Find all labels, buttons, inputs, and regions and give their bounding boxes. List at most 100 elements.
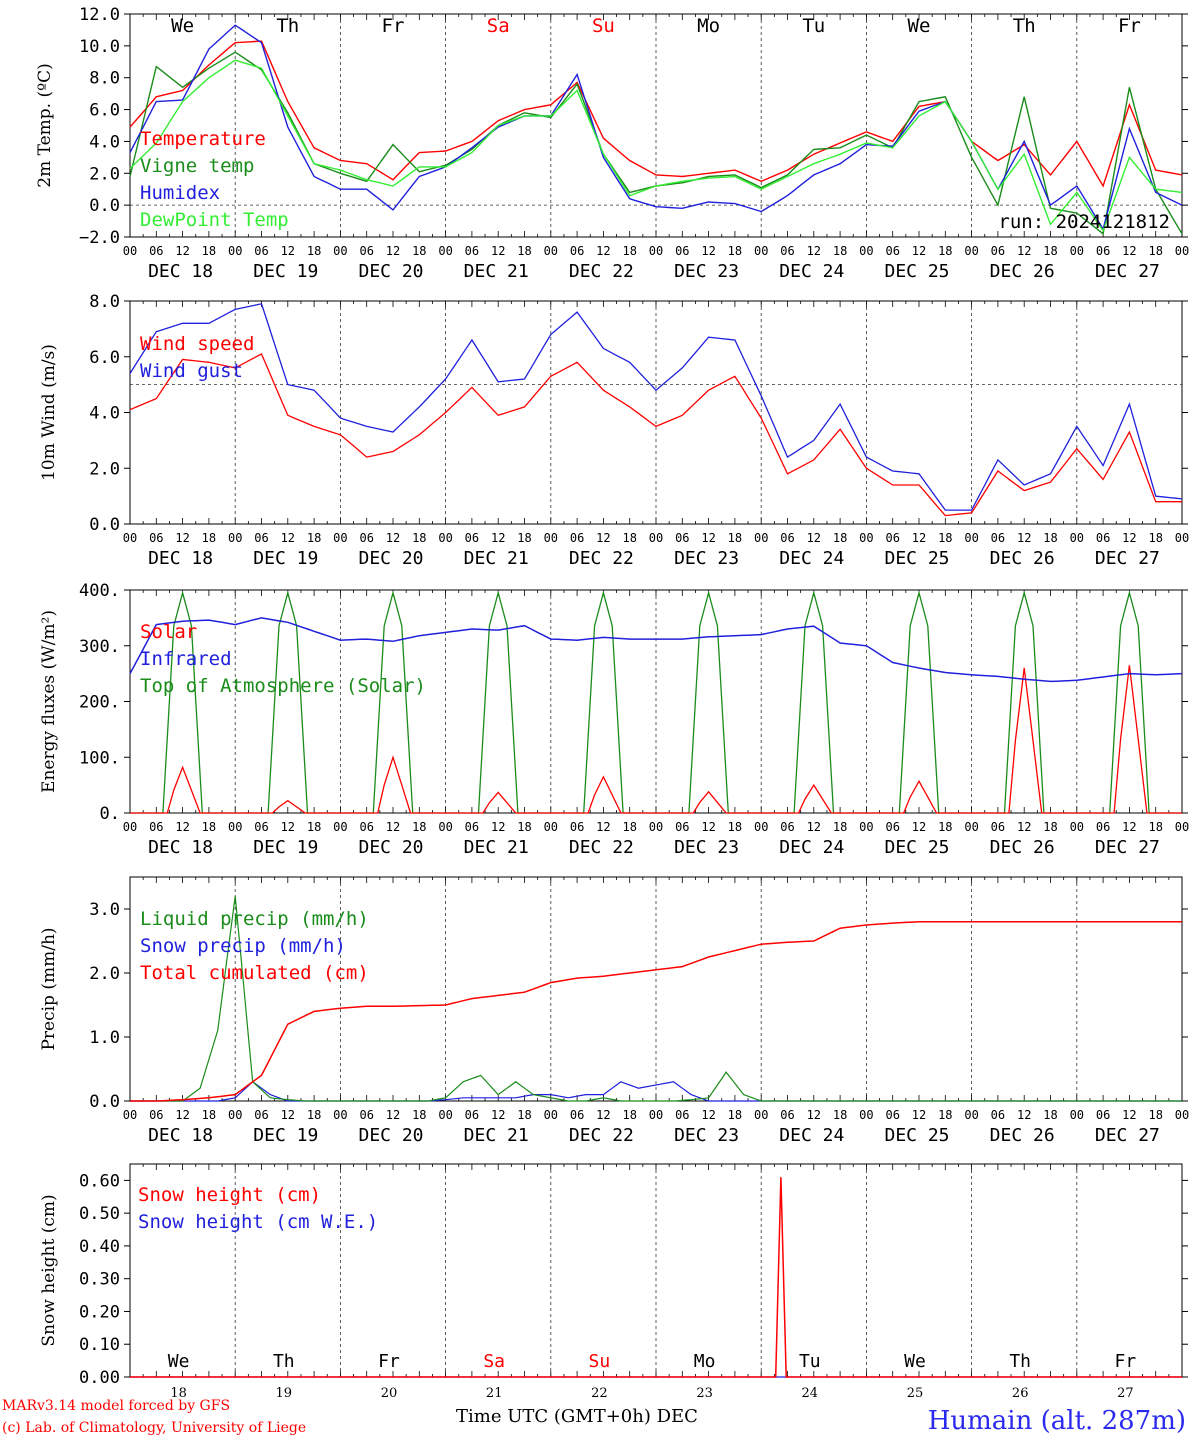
- cumulated-precip-line: [130, 921, 1182, 1102]
- hour-tick-label: 18: [202, 531, 216, 545]
- date-label: DEC 27: [1095, 837, 1160, 858]
- weekday-label: Sa: [483, 1351, 505, 1372]
- date-label: DEC 27: [1095, 261, 1160, 282]
- date-label: DEC 20: [358, 548, 423, 569]
- hour-tick-label: 18: [1148, 820, 1162, 834]
- hour-tick-label: 00: [1070, 244, 1084, 258]
- hour-tick-label: 12: [1017, 1108, 1031, 1122]
- hour-tick-label: 06: [1096, 244, 1110, 258]
- y-tick-label: 12.0: [79, 5, 120, 25]
- hour-tick-label: 06: [465, 531, 479, 545]
- date-label: DEC 20: [358, 1125, 423, 1146]
- hour-tick-label: 06: [359, 244, 373, 258]
- station-name: Humain (alt. 287m): [927, 1406, 1186, 1436]
- y-tick-label: 0.0: [89, 1092, 120, 1112]
- hour-tick-label: 12: [281, 820, 295, 834]
- hour-tick-label: 12: [701, 531, 715, 545]
- hour-tick-label: 06: [149, 820, 163, 834]
- date-label: DEC 23: [674, 261, 739, 282]
- y-tick-label: 0.: [100, 804, 120, 824]
- toa-solar-line: [971, 590, 1077, 814]
- hour-tick-label: 00: [438, 1108, 452, 1122]
- hour-tick-label: 06: [570, 531, 584, 545]
- date-label: DEC 22: [569, 1125, 634, 1146]
- weekday-label: Tu: [799, 1351, 821, 1372]
- hour-tick-label: 18: [307, 244, 321, 258]
- hour-tick-label: 12: [807, 820, 821, 834]
- hour-tick-label: 18: [833, 820, 847, 834]
- hour-tick-label: 06: [675, 244, 689, 258]
- hour-tick-label: 00: [1175, 1108, 1189, 1122]
- hour-tick-label: 06: [149, 1108, 163, 1122]
- hour-tick-label: 12: [175, 1108, 189, 1122]
- hour-tick-label: 00: [754, 244, 768, 258]
- y-tick-label: 4.0: [89, 132, 120, 152]
- y-tick-label: 300.: [79, 637, 120, 657]
- hour-tick-label: 18: [307, 1108, 321, 1122]
- hour-tick-label: 00: [333, 1108, 347, 1122]
- legend-entry: Humidex: [140, 182, 220, 204]
- hour-tick-label: 00: [544, 820, 558, 834]
- hour-tick-label: 00: [754, 1108, 768, 1122]
- date-label: DEC 21: [464, 1125, 529, 1146]
- weekday-label: Fr: [1118, 15, 1141, 37]
- snow-height-line: [130, 1177, 1182, 1378]
- hour-tick-label: 06: [254, 531, 268, 545]
- date-label: DEC 20: [358, 837, 423, 858]
- date-label: DEC 27: [1095, 548, 1160, 569]
- weekday-label: Mo: [694, 1351, 716, 1372]
- date-label: DEC 25: [884, 548, 949, 569]
- hour-tick-label: 06: [465, 820, 479, 834]
- hour-tick-label: 06: [885, 820, 899, 834]
- hour-tick-label: 18: [1043, 244, 1057, 258]
- hour-tick-label: 00: [1175, 531, 1189, 545]
- date-label: DEC 23: [674, 548, 739, 569]
- hour-tick-label: 00: [1175, 820, 1189, 834]
- hour-tick-label: 00: [964, 244, 978, 258]
- liquid-precip-line: [130, 896, 1182, 1102]
- y-tick-label: 2.0: [89, 459, 120, 479]
- hour-tick-label: 12: [807, 244, 821, 258]
- hour-tick-label: 06: [254, 1108, 268, 1122]
- weekday-label: Th: [276, 15, 299, 37]
- day-number-label: 19: [276, 1386, 293, 1401]
- weekday-label: Th: [1009, 1351, 1031, 1372]
- hour-tick-label: 18: [412, 1108, 426, 1122]
- panel-frame-2: [129, 589, 1183, 814]
- date-label: DEC 18: [148, 1125, 213, 1146]
- hour-tick-label: 12: [491, 531, 505, 545]
- date-label: DEC 22: [569, 261, 634, 282]
- hour-tick-label: 18: [622, 1108, 636, 1122]
- solar-line: [340, 755, 446, 814]
- y-tick-label: 0.60: [79, 1171, 120, 1191]
- hour-tick-label: 00: [333, 531, 347, 545]
- hour-tick-label: 12: [1017, 244, 1031, 258]
- hour-tick-label: 12: [807, 1108, 821, 1122]
- hour-tick-label: 06: [570, 820, 584, 834]
- date-label: DEC 25: [884, 837, 949, 858]
- weekday-label: Fr: [382, 15, 405, 37]
- hour-tick-label: 18: [1148, 531, 1162, 545]
- y-tick-label: 200.: [79, 693, 120, 713]
- day-number-label: 25: [907, 1386, 924, 1401]
- y-tick-label: 0.30: [79, 1270, 120, 1290]
- y-tick-label: 8.0: [89, 292, 120, 312]
- weekday-label: Tu: [802, 15, 825, 37]
- hour-tick-label: 18: [622, 244, 636, 258]
- y-tick-label: 4.0: [89, 404, 120, 424]
- hour-tick-label: 18: [1043, 1108, 1057, 1122]
- solar-line: [130, 765, 236, 814]
- hour-tick-label: 12: [912, 820, 926, 834]
- date-label: DEC 21: [464, 548, 529, 569]
- date-label: DEC 24: [779, 548, 844, 569]
- weekday-label: Th: [1013, 15, 1036, 37]
- y-tick-label: 6.0: [89, 101, 120, 121]
- hour-tick-label: 18: [622, 531, 636, 545]
- hour-tick-label: 00: [964, 531, 978, 545]
- hour-tick-label: 18: [517, 820, 531, 834]
- hour-tick-label: 06: [991, 1108, 1005, 1122]
- hour-tick-label: 00: [544, 244, 558, 258]
- hour-tick-label: 12: [701, 244, 715, 258]
- day-number-label: 22: [591, 1386, 608, 1401]
- legend-entry: Solar: [140, 621, 197, 643]
